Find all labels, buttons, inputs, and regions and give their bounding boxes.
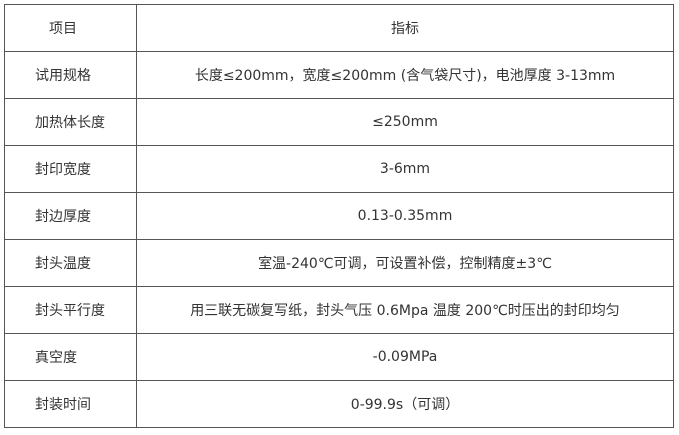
row-item: 封头温度: [4, 239, 137, 287]
row-item: 封头平行度: [4, 286, 137, 334]
row-spec: 0-99.9s（可调）: [136, 380, 674, 428]
table-header-row: 项目 指标: [4, 4, 674, 52]
row-spec: 长度≤200mm，宽度≤200mm (含气袋尺寸)，电池厚度 3-13mm: [136, 51, 674, 99]
row-spec: -0.09MPa: [136, 333, 674, 381]
row-item: 封印宽度: [4, 145, 137, 193]
row-spec: 0.13-0.35mm: [136, 192, 674, 240]
row-item: 真空度: [4, 333, 137, 381]
header-item: 项目: [4, 4, 137, 52]
row-item: 封装时间: [4, 380, 137, 428]
spec-table: 项目 指标 试用规格 长度≤200mm，宽度≤200mm (含气袋尺寸)，电池厚度…: [4, 4, 674, 428]
row-item: 加热体长度: [4, 98, 137, 146]
table-row: 加热体长度 ≤250mm: [4, 98, 674, 146]
row-item: 封边厚度: [4, 192, 137, 240]
table-row: 封头温度 室温-240℃可调，可设置补偿，控制精度±3℃: [4, 239, 674, 287]
row-spec: 用三联无碳复写纸，封头气压 0.6Mpa 温度 200℃时压出的封印均匀: [136, 286, 674, 334]
table-row: 真空度 -0.09MPa: [4, 333, 674, 381]
row-spec: ≤250mm: [136, 98, 674, 146]
row-spec: 3-6mm: [136, 145, 674, 193]
table-row: 封头平行度 用三联无碳复写纸，封头气压 0.6Mpa 温度 200℃时压出的封印均…: [4, 286, 674, 334]
table-row: 封装时间 0-99.9s（可调）: [4, 380, 674, 428]
row-spec: 室温-240℃可调，可设置补偿，控制精度±3℃: [136, 239, 674, 287]
table-row: 封边厚度 0.13-0.35mm: [4, 192, 674, 240]
row-item: 试用规格: [4, 51, 137, 99]
header-spec: 指标: [136, 4, 674, 52]
table-row: 试用规格 长度≤200mm，宽度≤200mm (含气袋尺寸)，电池厚度 3-13m…: [4, 51, 674, 99]
table-row: 封印宽度 3-6mm: [4, 145, 674, 193]
